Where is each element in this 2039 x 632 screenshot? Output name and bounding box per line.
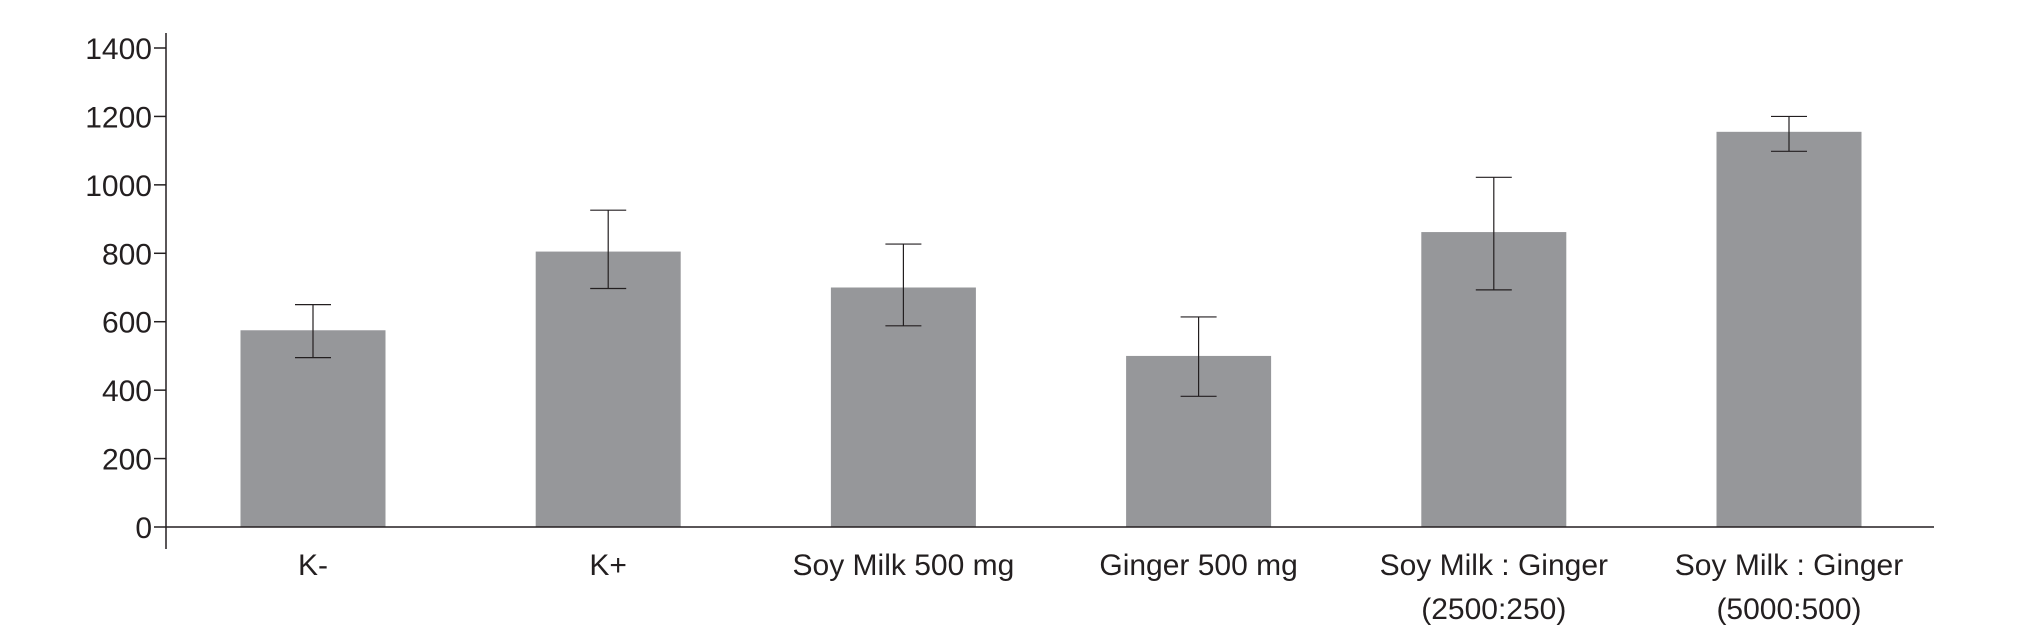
y-tick-label: 400 (102, 375, 152, 408)
y-tick-label: 800 (102, 238, 152, 271)
error-bars (295, 115, 1807, 397)
y-tick-label: 600 (102, 307, 152, 340)
x-category-label: (2500:250) (1421, 593, 1566, 626)
x-category-label: Soy Milk : Ginger (1675, 549, 1903, 582)
bar (240, 330, 386, 527)
x-category-label: K+ (589, 549, 627, 582)
bar (1716, 131, 1862, 527)
y-tick-label: 1200 (85, 101, 152, 134)
x-labels: K- K+ Soy Milk 500 mg Ginger 500 mg Soy Milk… (298, 549, 1903, 626)
bar (535, 251, 681, 527)
x-category-label: (5000:500) (1716, 593, 1861, 626)
y-tick-label: 1400 (85, 33, 152, 66)
y-tick-label: 1000 (85, 170, 152, 203)
y-tick-label: 200 (102, 444, 152, 477)
bars (240, 131, 1862, 527)
x-category-label: K- (298, 549, 328, 582)
x-category-label: Soy Milk : Ginger (1380, 549, 1608, 582)
y-ticks: 0 200 400 600 800 1000 1200 1400 (85, 33, 166, 545)
bar (830, 287, 976, 527)
x-category-label: Ginger 500 mg (1099, 549, 1297, 582)
x-category-label: Soy Milk 500 mg (793, 549, 1015, 582)
y-tick-label: 0 (135, 512, 152, 545)
